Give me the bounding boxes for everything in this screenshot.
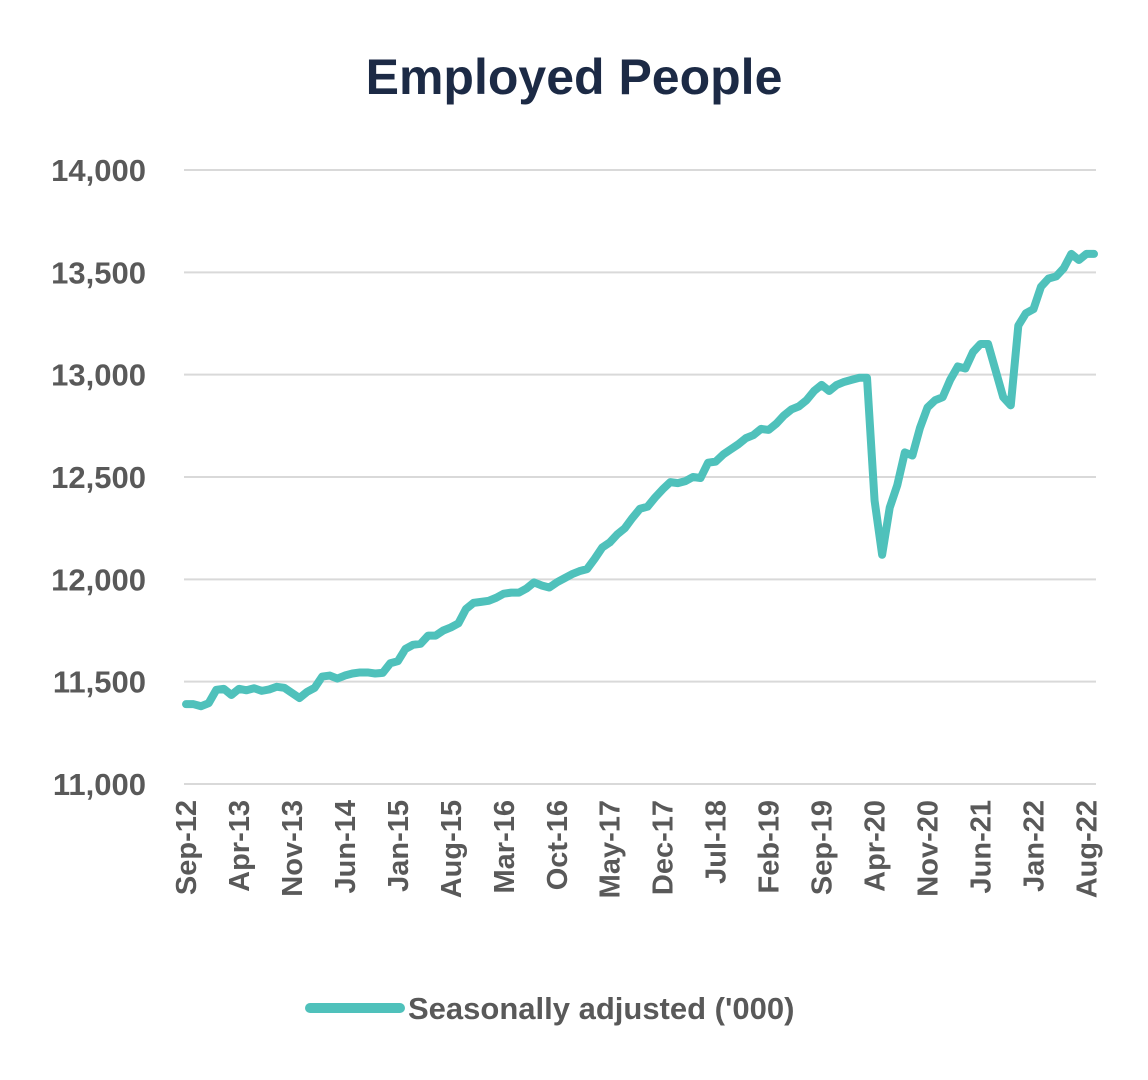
- x-tick-label: Jul-18: [701, 800, 733, 884]
- y-tick-label: 14,000: [51, 153, 146, 188]
- x-tick-label: Aug-22: [1071, 800, 1103, 898]
- y-tick-label: 11,500: [53, 665, 146, 700]
- series-line: [182, 249, 1098, 711]
- gridlines: [184, 169, 1096, 785]
- x-tick-label: Dec-17: [648, 800, 680, 895]
- x-tick-label: Jun-21: [966, 800, 998, 893]
- y-tick-label: 12,000: [51, 562, 146, 597]
- x-tick-label: Jan-15: [383, 800, 415, 892]
- series-layer: [182, 249, 1098, 711]
- legend: Seasonally adjusted ('000): [305, 991, 794, 1026]
- x-tick-label: Sep-19: [807, 800, 839, 895]
- x-tick-label: Sep-12: [171, 800, 203, 895]
- x-tick-label: Nov-13: [277, 800, 309, 897]
- y-tick-label: 13,500: [51, 255, 146, 290]
- x-tick-label: Apr-13: [224, 800, 256, 892]
- legend-label: Seasonally adjusted ('000): [408, 991, 794, 1026]
- x-tick-label: Aug-15: [436, 800, 468, 898]
- y-tick-label: 13,000: [51, 358, 146, 393]
- x-tick-label: Jan-22: [1018, 800, 1050, 892]
- y-tick-label: 11,000: [53, 767, 146, 802]
- x-tick-label: Apr-20: [860, 800, 892, 892]
- x-tick-label: Jun-14: [330, 800, 362, 893]
- chart-title: Employed People: [366, 49, 783, 105]
- y-tick-label: 12,500: [51, 460, 146, 495]
- y-axis-ticks: 11,000 11,500 12,000 12,500 13,000 13,500 14,0…: [51, 153, 146, 802]
- x-tick-label: Oct-16: [542, 800, 574, 890]
- x-tick-label: Mar-16: [489, 800, 521, 894]
- x-tick-label: May-17: [595, 800, 627, 898]
- x-axis-ticks: Sep-12 Apr-13 Nov-13 Jun-14 Jan-15 Aug-15 Mar-…: [171, 800, 1103, 898]
- x-tick-label: Feb-19: [754, 800, 786, 893]
- x-tick-label: Nov-20: [913, 800, 945, 897]
